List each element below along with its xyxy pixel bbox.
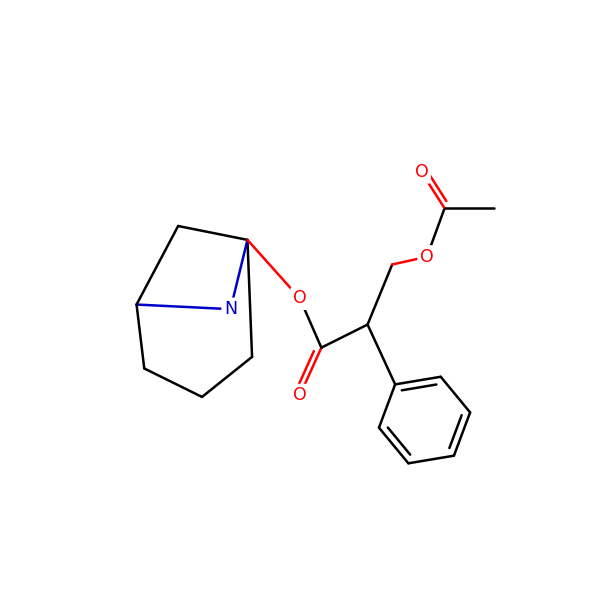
Text: O: O: [293, 386, 307, 404]
Text: N: N: [224, 300, 237, 318]
Text: O: O: [293, 289, 307, 307]
Text: O: O: [420, 248, 434, 266]
Text: O: O: [415, 163, 428, 181]
